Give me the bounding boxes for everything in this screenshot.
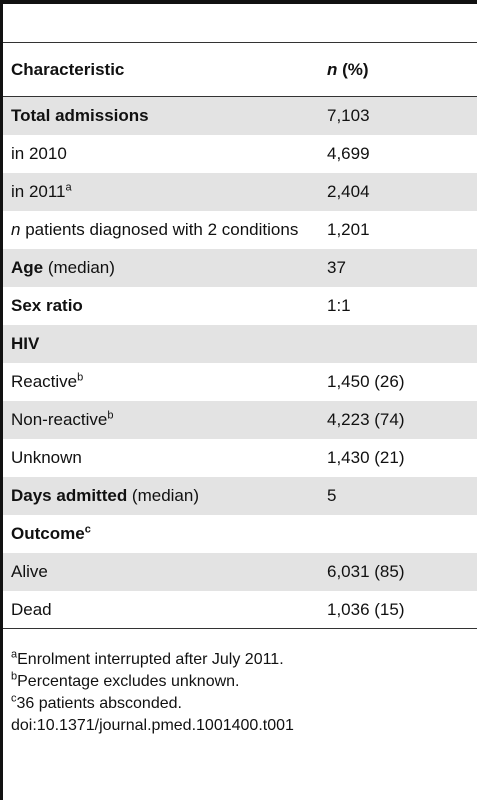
header-row: Characteristic n (%) xyxy=(3,42,477,97)
text-run: in 2011 xyxy=(11,182,66,201)
table-body: Total admissions 7,103 in 2010 4,699 in 2011… xyxy=(3,96,477,629)
footnote-mark: b xyxy=(11,670,18,683)
value-cell xyxy=(319,325,477,363)
value-cell: 1,036 (15) xyxy=(319,591,477,629)
footnote-text: Enrolment interrupted after July 2011. xyxy=(17,651,284,668)
label-cell: Dead xyxy=(3,591,319,629)
value-cell: 1,450 (26) xyxy=(319,363,477,401)
table-head: Characteristic n (%) xyxy=(3,42,477,97)
label-cell: Age (median) xyxy=(3,249,319,287)
text-run: b xyxy=(107,409,114,422)
table-row: Total admissions 7,103 xyxy=(3,96,477,135)
table-row: Outcomec xyxy=(3,515,477,553)
table-row: n patients diagnosed with 2 conditions 1,… xyxy=(3,211,477,249)
footnote: c36 patients absconded. xyxy=(11,693,477,715)
value-cell: 37 xyxy=(319,249,477,287)
table-row: HIV xyxy=(3,324,477,363)
value-text: 4,699 xyxy=(327,144,370,163)
value-text: 37 xyxy=(327,258,346,277)
text-run: b xyxy=(77,371,84,384)
top-rule xyxy=(3,0,477,4)
table-row: Dead 1,036 (15) xyxy=(3,591,477,629)
label-cell: Non-reactiveb xyxy=(3,401,319,439)
value-cell: 1,430 (21) xyxy=(319,439,477,477)
footnote-text: Percentage excludes unknown. xyxy=(17,673,240,690)
table-row: Unknown 1,430 (21) xyxy=(3,439,477,477)
text-run: (%) xyxy=(337,60,369,79)
text-run: Outcome xyxy=(11,524,85,543)
footnote: bPercentage excludes unknown. xyxy=(11,671,477,693)
text-run: n xyxy=(11,220,21,239)
table-row: Days admitted (median) 5 xyxy=(3,476,477,515)
label-cell: Reactiveb xyxy=(3,363,319,401)
value-cell: 4,223 (74) xyxy=(319,401,477,439)
table-row: Age (median) 37 xyxy=(3,248,477,287)
footnote-text: 36 patients absconded. xyxy=(16,695,182,712)
label-cell: n patients diagnosed with 2 conditions xyxy=(3,211,319,249)
table-row: Reactiveb 1,450 (26) xyxy=(3,363,477,401)
text-run: c xyxy=(84,523,91,536)
header-cell: n (%) xyxy=(319,43,477,97)
label-cell: Total admissions xyxy=(3,97,319,135)
text-run: Days admitted xyxy=(11,486,128,505)
table-row: in 2010 4,699 xyxy=(3,135,477,173)
label-cell: in 2010 xyxy=(3,135,319,173)
data-table: Characteristic n (%) Total admissions 7,10… xyxy=(3,42,477,629)
value-text: 1,450 (26) xyxy=(327,372,405,391)
value-text: 1,430 (21) xyxy=(327,448,405,467)
text-run: Unknown xyxy=(11,448,82,467)
value-text: 2,404 xyxy=(327,182,370,201)
text-run: Reactive xyxy=(11,372,78,391)
value-cell: 4,699 xyxy=(319,135,477,173)
footnote-mark: c xyxy=(11,692,17,705)
label-cell: Outcomec xyxy=(3,515,319,553)
footnote: aEnrolment interrupted after July 2011. xyxy=(11,649,477,671)
table-row: Alive 6,031 (85) xyxy=(3,552,477,591)
label-cell: in 2011a xyxy=(3,173,319,211)
value-text: 6,031 (85) xyxy=(327,562,405,581)
table-row: in 2011a 2,404 xyxy=(3,172,477,211)
text-run: Age xyxy=(11,258,44,277)
value-text: 4,223 (74) xyxy=(327,410,405,429)
text-run: in 2010 xyxy=(11,144,67,163)
text-run: Non-reactive xyxy=(11,410,108,429)
text-run: a xyxy=(65,181,72,194)
value-cell: 2,404 xyxy=(319,173,477,211)
value-text: 1:1 xyxy=(327,296,351,315)
text-run: n xyxy=(327,60,338,79)
text-run: Alive xyxy=(11,562,48,581)
label-cell: Unknown xyxy=(3,439,319,477)
value-cell: 6,031 (85) xyxy=(319,553,477,591)
value-text: 1,036 (15) xyxy=(327,599,405,619)
value-text: 5 xyxy=(327,486,337,505)
value-cell: 1:1 xyxy=(319,287,477,325)
text-run: (median) xyxy=(43,258,115,277)
label-cell: Alive xyxy=(3,553,319,591)
label-cell: Sex ratio xyxy=(3,287,319,325)
text-run: Sex ratio xyxy=(11,296,83,315)
value-cell xyxy=(319,515,477,553)
footnotes: aEnrolment interrupted after July 2011. b… xyxy=(3,649,477,737)
value-text: 1,201 xyxy=(327,220,370,239)
footnote-mark: a xyxy=(11,648,18,661)
doi: doi:10.1371/journal.pmed.1001400.t001 xyxy=(11,717,294,734)
value-text: 7,103 xyxy=(327,106,370,126)
text-run: Total admissions xyxy=(11,106,149,126)
text-run: HIV xyxy=(11,334,40,353)
table-row: Non-reactiveb 4,223 (74) xyxy=(3,400,477,439)
value-cell: 5 xyxy=(319,477,477,515)
label-cell: HIV xyxy=(3,325,319,363)
value-cell: 7,103 xyxy=(319,97,477,135)
table-row: Sex ratio 1:1 xyxy=(3,287,477,325)
value-cell: 1,201 xyxy=(319,211,477,249)
text-run: Characteristic xyxy=(11,60,125,79)
text-run: patients diagnosed with 2 conditions xyxy=(20,220,299,239)
text-run: (median) xyxy=(127,486,200,505)
label-cell: Days admitted (median) xyxy=(3,477,319,515)
text-run: Dead xyxy=(11,599,52,619)
header-cell: Characteristic xyxy=(3,43,319,97)
